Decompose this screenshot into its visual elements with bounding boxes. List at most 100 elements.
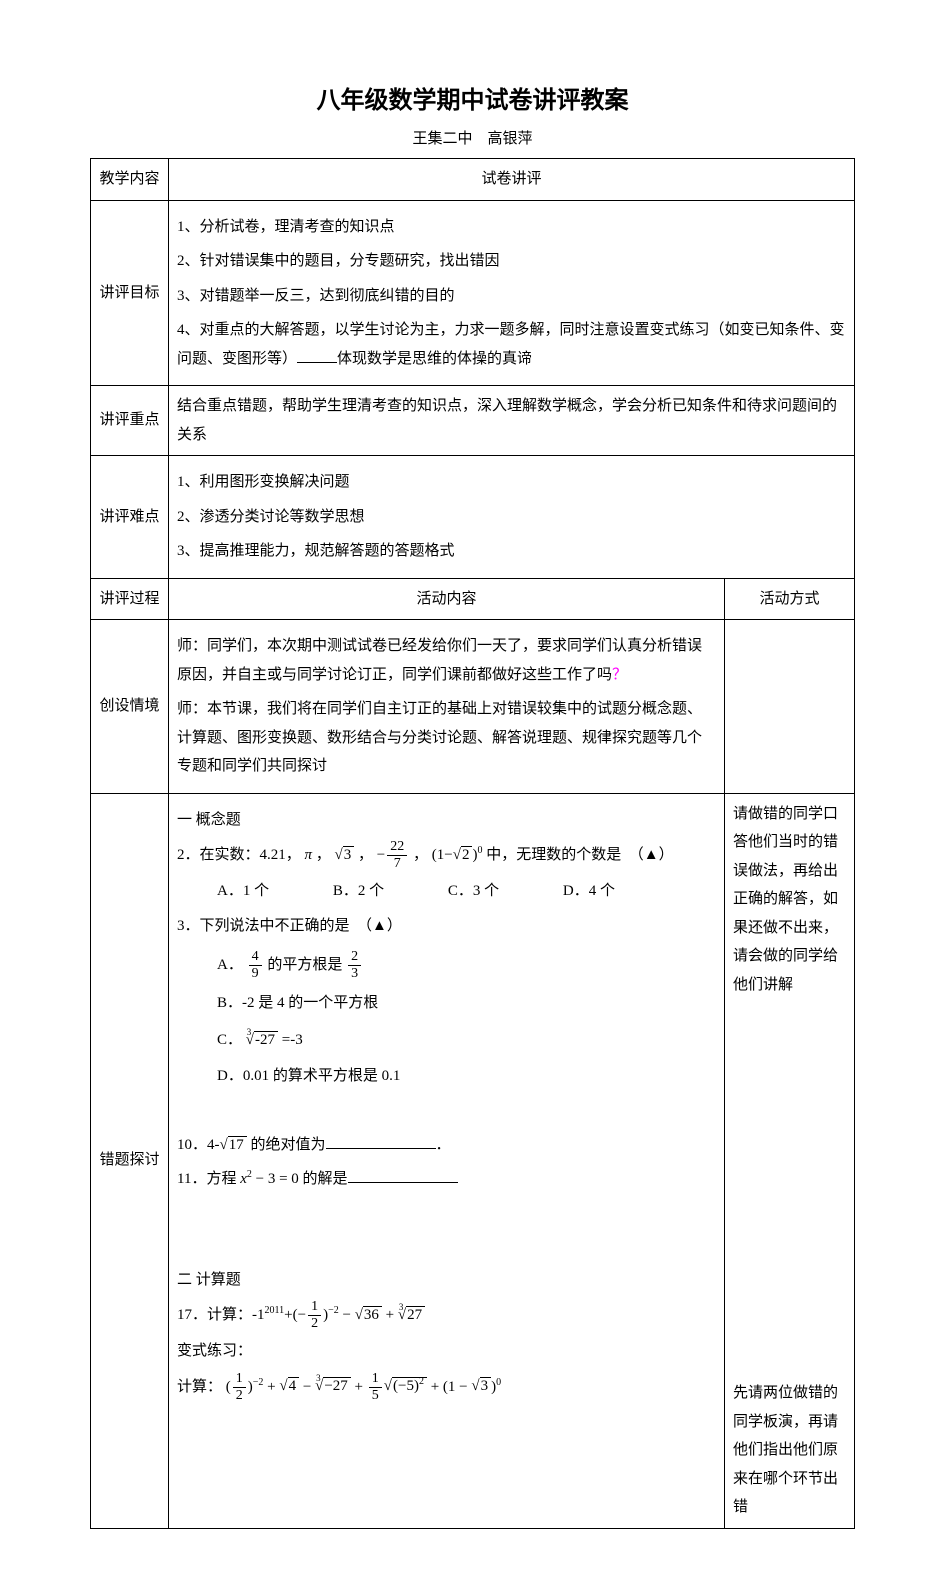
sqrt-icon: 36 (355, 1301, 382, 1330)
text: =-3 (282, 1032, 303, 1048)
row-label: 错题探讨 (91, 793, 169, 1528)
row-label: 创设情境 (91, 620, 169, 794)
cuberoot-icon: 3−27 (315, 1372, 351, 1401)
text: 中，无理数的个数是 （▲） (486, 847, 673, 863)
question-item: 11．方程 x2 − 3 = 0 的解是 (177, 1165, 716, 1194)
sqrt-icon: 3 (335, 841, 355, 870)
option: C． 3-27 =-3 (217, 1026, 477, 1055)
row-content: 1、利用图形变换解决问题 2、渗透分类讨论等数学思想 3、提高推理能力，规范解答… (169, 456, 855, 579)
fill-blank (326, 1134, 436, 1149)
question-item: 计算： (12)−2 + 4 − 3−27 + 15(−5)2 + (1 − 3… (177, 1372, 716, 1403)
option: B．-2 是 4 的一个平方根 (217, 989, 477, 1018)
subheading: 变式练习： (177, 1337, 716, 1366)
lesson-table: 教学内容 试卷讲评 讲评目标 1、分析试卷，理清考查的知识点 2、针对错误集中的… (90, 158, 855, 1529)
section-heading: 二 计算题 (177, 1266, 716, 1295)
text: 的解是 (299, 1171, 348, 1187)
list-item: 2、渗透分类讨论等数学思想 (177, 503, 846, 532)
row-content: 师：同学们，本次期中测试试卷已经发给你们一天了，要求同学们认真分析错误原因，并自… (169, 620, 725, 794)
list-item: 3、提高推理能力，规范解答题的答题格式 (177, 537, 846, 566)
question-item: 3．下列说法中不正确的是 （▲） (177, 912, 716, 941)
list-item: 3、对错题举一反三，达到彻底纠错的目的 (177, 282, 846, 311)
note-text: 先请两位做错的同学板演，再请他们指出他们原来在哪个环节出错 (733, 1379, 846, 1522)
text: + (284, 1307, 292, 1323)
row-content: 试卷讲评 (169, 159, 855, 201)
question-mark: ？ (612, 667, 627, 683)
sqrt-icon: 17 (220, 1131, 247, 1160)
text: C． (217, 1032, 242, 1048)
table-row: 创设情境 师：同学们，本次期中测试试卷已经发给你们一天了，要求同学们认真分析错误… (91, 620, 855, 794)
paragraph: 师：本节课，我们将在同学们自主订正的基础上对错误较集中的试题分概念题、计算题、图… (177, 695, 716, 781)
text: 的绝对值为 (247, 1137, 326, 1153)
table-row: 讲评目标 1、分析试卷，理清考查的知识点 2、针对错误集中的题目，分专题研究，找… (91, 200, 855, 386)
fraction: 49 (249, 950, 262, 981)
sqrt-icon: 2 (453, 841, 473, 870)
question-item: 10．4-17 的绝对值为 ． (177, 1131, 716, 1160)
text: 11．方程 (177, 1171, 240, 1187)
text: 计算： (177, 1378, 222, 1394)
question-item: 17．计算：-12011+(−12)−2 − 36 + 327 (177, 1300, 716, 1331)
paragraph: 师：同学们，本次期中测试试卷已经发给你们一天了，要求同学们认真分析错误原因，并自… (177, 632, 716, 689)
note-text: 请做错的同学口答他们当时的错误做法，再给出正确的解答，如果还做不出来，请会做的同… (733, 800, 846, 1000)
column-header: 活动内容 (169, 578, 725, 620)
option: D．0.01 的算术平方根是 0.1 (217, 1062, 477, 1091)
option: A．1 个 (217, 877, 269, 906)
text: − (342, 1307, 350, 1323)
fraction: 12 (308, 1300, 321, 1331)
math-pi: π (305, 847, 313, 863)
question-item: 2．在实数：4.21， π ， 3 ， −227 ， (1−2)0 中，无理数的… (177, 840, 716, 871)
row-label: 讲评目标 (91, 200, 169, 386)
cuberoot-icon: 3-27 (246, 1026, 278, 1055)
text: ， (316, 847, 331, 863)
table-row: 讲评过程 活动内容 活动方式 (91, 578, 855, 620)
text: 的平方根是 (267, 957, 346, 973)
sqrt-icon: (−5)2 (384, 1372, 427, 1401)
text: 17．计算：-1 (177, 1307, 265, 1323)
row-content: 1、分析试卷，理清考查的知识点 2、针对错误集中的题目，分专题研究，找出错因 3… (169, 200, 855, 386)
text: 2．在实数：4.21， (177, 847, 301, 863)
sqrt-icon: 4 (279, 1372, 299, 1401)
table-row: 教学内容 试卷讲评 (91, 159, 855, 201)
option: B．2 个 (333, 877, 384, 906)
table-row: 讲评难点 1、利用图形变换解决问题 2、渗透分类讨论等数学思想 3、提高推理能力… (91, 456, 855, 579)
page-subtitle: 王集二中 高银萍 (90, 127, 855, 148)
text: ， (413, 847, 428, 863)
table-row: 错题探讨 一 概念题 2．在实数：4.21， π ， 3 ， −227 ， (1… (91, 793, 855, 1528)
text: ， (358, 847, 373, 863)
row-label: 讲评重点 (91, 386, 169, 456)
text: + (386, 1307, 394, 1323)
fraction: 15 (369, 1372, 382, 1403)
fill-blank (297, 348, 337, 363)
row-label: 讲评过程 (91, 578, 169, 620)
table-row: 讲评重点 结合重点错题，帮助学生理清考查的知识点，深入理解数学概念，学会分析已知… (91, 386, 855, 456)
text: A． (217, 957, 243, 973)
fraction: 12 (233, 1372, 246, 1403)
list-item: 2、针对错误集中的题目，分专题研究，找出错因 (177, 247, 846, 276)
list-item: 4、对重点的大解答题，以学生讨论为主，力求一题多解，同时注意设置变式练习（如变已… (177, 316, 846, 373)
text: 10．4- (177, 1137, 220, 1153)
fraction: 227 (387, 840, 407, 871)
row-content: 一 概念题 2．在实数：4.21， π ， 3 ， −227 ， (1−2)0 … (169, 793, 725, 1528)
text: 体现数学是思维的体操的真谛 (337, 351, 532, 367)
option-row: A．1 个 B．2 个 C．3 个 D．4 个 (177, 877, 716, 906)
side-note: 请做错的同学口答他们当时的错误做法，再给出正确的解答，如果还做不出来，请会做的同… (725, 793, 855, 1528)
list-item: 1、利用图形变换解决问题 (177, 468, 846, 497)
sqrt-icon: 3 (471, 1372, 491, 1401)
option-group: C． 3-27 =-3 D．0.01 的算术平方根是 0.1 (177, 1022, 716, 1095)
cuberoot-icon: 327 (398, 1301, 425, 1330)
column-header: 活动方式 (725, 578, 855, 620)
row-label: 教学内容 (91, 159, 169, 201)
section-heading: 一 概念题 (177, 806, 716, 835)
option: D．4 个 (563, 877, 615, 906)
fraction: 23 (348, 950, 361, 981)
fill-blank (348, 1168, 458, 1183)
row-content: 结合重点错题，帮助学生理清考查的知识点，深入理解数学概念，学会分析已知条件和待求… (169, 386, 855, 456)
option-group: A． 49 的平方根是 23 B．-2 是 4 的一个平方根 (177, 946, 716, 1022)
side-note (725, 620, 855, 794)
text: ． (436, 1137, 451, 1153)
row-label: 讲评难点 (91, 456, 169, 579)
page-title: 八年级数学期中试卷讲评教案 (90, 80, 855, 115)
option: C．3 个 (448, 877, 499, 906)
option: A． 49 的平方根是 23 (217, 950, 477, 981)
list-item: 1、分析试卷，理清考查的知识点 (177, 213, 846, 242)
superscript: 2011 (265, 1305, 285, 1316)
